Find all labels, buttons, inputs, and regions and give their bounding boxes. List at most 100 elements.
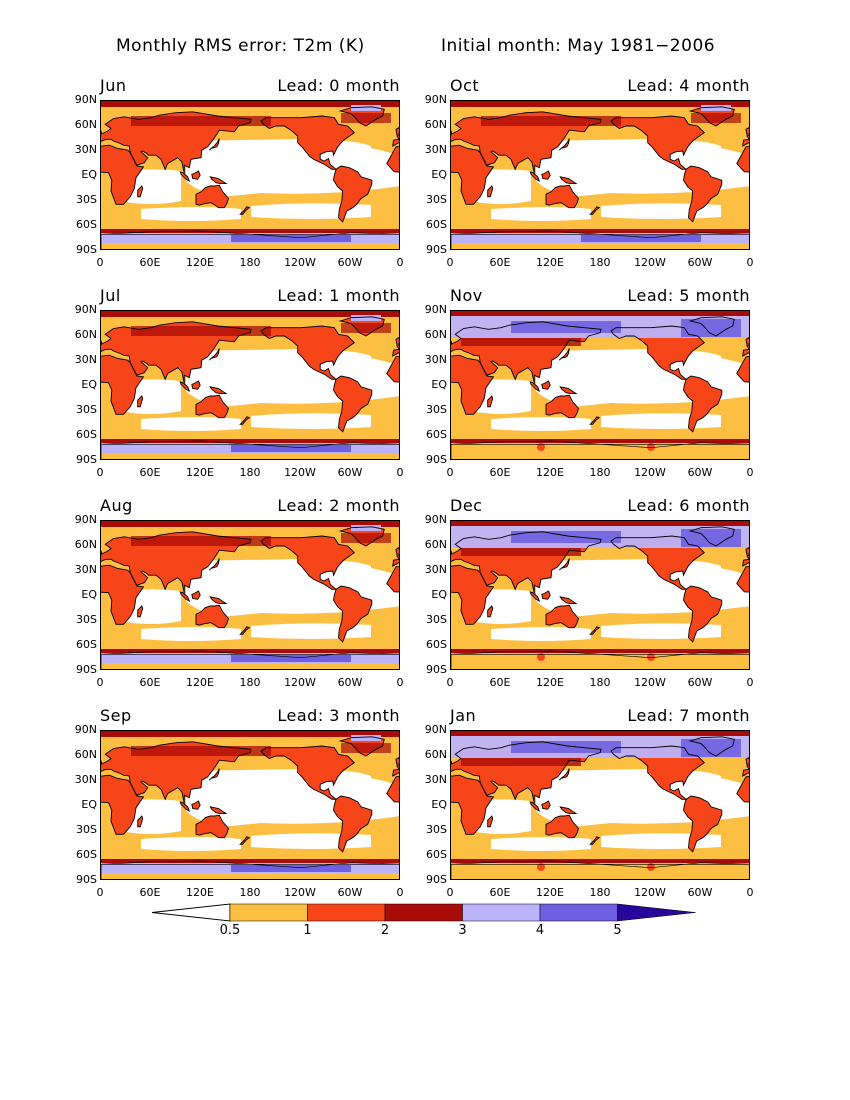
lon-tick-label: 60W — [337, 676, 363, 689]
lon-tick-label: 120W — [634, 886, 666, 899]
lat-tick-label: 60S — [426, 848, 447, 861]
lon-tick-label: 180 — [239, 886, 261, 899]
map-field — [101, 731, 399, 879]
lat-tick-label: EQ — [431, 168, 447, 181]
lon-tick-label: 120E — [536, 886, 564, 899]
panel-month-label: Sep — [100, 706, 132, 725]
colorbar-tick-label: 4 — [535, 923, 545, 938]
panel-month-label: Jun — [100, 76, 127, 95]
lon-tick-label: 60E — [139, 886, 161, 899]
colorbar-segment — [462, 903, 541, 922]
lat-tick-label: 90S — [76, 243, 97, 256]
lat-tick-label: 90S — [426, 453, 447, 466]
lat-tick-label: EQ — [431, 378, 447, 391]
lat-tick-label: 30S — [76, 403, 97, 416]
lat-tick-label: 30N — [74, 563, 97, 576]
lon-tick-label: 0 — [96, 886, 104, 899]
lon-tick-label: 120E — [536, 466, 564, 479]
lat-tick-label: 30N — [74, 353, 97, 366]
lat-tick-label: 90N — [424, 513, 447, 526]
lat-tick-label: 30S — [76, 613, 97, 626]
lon-tick-label: 60W — [687, 676, 713, 689]
colorbar-tick-label: 2 — [380, 923, 390, 938]
panel-month-label: Nov — [450, 286, 483, 305]
lat-tick-label: 90N — [424, 723, 447, 736]
panel-month-label: Jul — [100, 286, 121, 305]
lon-tick-label: 120W — [634, 256, 666, 269]
lat-tick-label: EQ — [81, 588, 97, 601]
lat-tick-label: 90N — [74, 513, 97, 526]
lon-tick-label: 0 — [396, 256, 404, 269]
lat-tick-label: 30S — [76, 193, 97, 206]
lon-tick-label: 120W — [634, 466, 666, 479]
lat-tick-label: 60N — [74, 748, 97, 761]
lon-tick-label: 0 — [446, 256, 454, 269]
lon-tick-label: 0 — [746, 676, 754, 689]
lat-tick-label: 90N — [424, 93, 447, 106]
colorbar-tick-label: 0.5 — [219, 923, 241, 938]
lat-tick-label: 60N — [424, 538, 447, 551]
lat-tick-label: 90S — [76, 873, 97, 886]
lat-tick-label: 60S — [76, 848, 97, 861]
panel-lead-label: Lead: 2 month — [277, 496, 400, 515]
lon-tick-label: 60E — [489, 466, 511, 479]
lat-tick-label: 30S — [426, 613, 447, 626]
lat-tick-label: EQ — [81, 168, 97, 181]
lon-tick-label: 60E — [489, 676, 511, 689]
lon-tick-label: 0 — [446, 676, 454, 689]
lat-tick-label: 30S — [426, 823, 447, 836]
panel-month-label: Dec — [450, 496, 483, 515]
lat-tick-label: 90S — [426, 663, 447, 676]
lon-tick-label: 0 — [396, 466, 404, 479]
lat-tick-label: 90S — [76, 663, 97, 676]
panel-lead-label: Lead: 1 month — [277, 286, 400, 305]
lat-tick-label: 30N — [74, 773, 97, 786]
panel-month-label: Aug — [100, 496, 133, 515]
panel-lead-label: Lead: 0 month — [277, 76, 400, 95]
map-field — [101, 521, 399, 669]
lat-tick-label: 90S — [426, 243, 447, 256]
colorbar-tick-label: 1 — [303, 923, 312, 938]
lon-tick-label: 60E — [139, 676, 161, 689]
colorbar-right-arrow — [617, 903, 696, 922]
lon-tick-label: 60W — [337, 256, 363, 269]
lat-tick-label: 90N — [74, 303, 97, 316]
panel-lead-label: Lead: 5 month — [627, 286, 750, 305]
lon-tick-label: 120E — [536, 676, 564, 689]
lon-tick-label: 180 — [589, 466, 611, 479]
map-frame — [100, 730, 400, 880]
panel-lead-label: Lead: 7 month — [627, 706, 750, 725]
lat-tick-label: 30N — [424, 563, 447, 576]
map-field — [101, 101, 399, 249]
lat-tick-label: 60S — [426, 638, 447, 651]
colorbar-tick-label: 5 — [613, 923, 622, 938]
lon-tick-label: 180 — [589, 886, 611, 899]
panel-lead-label: Lead: 4 month — [627, 76, 750, 95]
colorbar-segment — [384, 903, 463, 922]
lat-tick-label: 60S — [426, 218, 447, 231]
lat-tick-label: 30N — [74, 143, 97, 156]
lon-tick-label: 0 — [746, 256, 754, 269]
lat-tick-label: 30S — [76, 823, 97, 836]
lat-tick-label: 90S — [426, 873, 447, 886]
lon-tick-label: 60W — [687, 466, 713, 479]
lon-tick-label: 180 — [589, 676, 611, 689]
lat-tick-label: 60N — [424, 328, 447, 341]
map-field — [451, 521, 749, 669]
lat-tick-label: 30S — [426, 193, 447, 206]
lon-tick-label: 180 — [239, 466, 261, 479]
lon-tick-label: 60E — [489, 256, 511, 269]
lon-tick-label: 120E — [186, 466, 214, 479]
map-frame — [450, 100, 750, 250]
lon-tick-label: 60E — [139, 256, 161, 269]
lat-tick-label: 60S — [426, 428, 447, 441]
lon-tick-label: 120W — [284, 886, 316, 899]
colorbar-segment — [539, 903, 618, 922]
lon-tick-label: 0 — [396, 886, 404, 899]
lat-tick-label: EQ — [81, 378, 97, 391]
lat-tick-label: 90N — [424, 303, 447, 316]
lon-tick-label: 0 — [446, 886, 454, 899]
lon-tick-label: 0 — [746, 466, 754, 479]
lat-tick-label: 30N — [424, 143, 447, 156]
map-frame — [450, 520, 750, 670]
